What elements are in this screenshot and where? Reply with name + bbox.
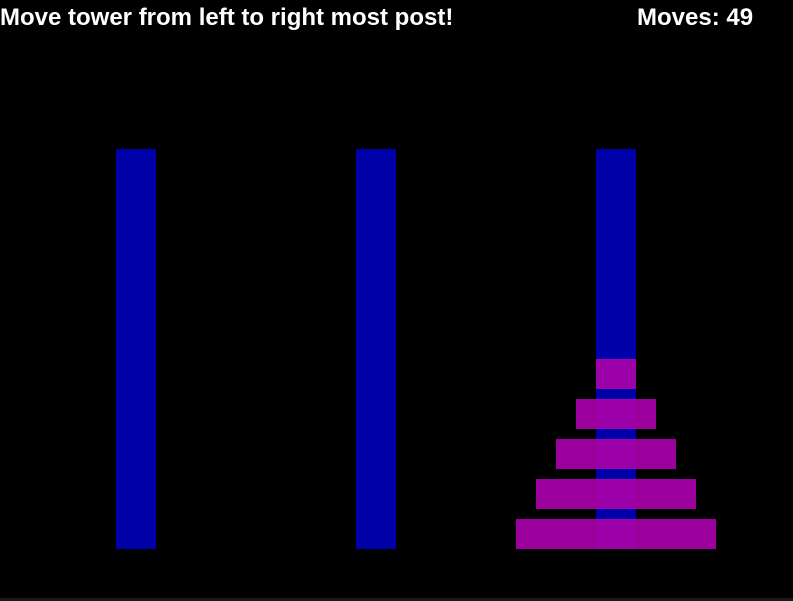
disk-size-5[interactable] — [516, 519, 716, 549]
post-left[interactable] — [116, 149, 156, 549]
bottom-border — [0, 598, 793, 601]
disk-size-3[interactable] — [556, 439, 676, 469]
disk-size-2[interactable] — [576, 399, 656, 429]
post-middle[interactable] — [356, 149, 396, 549]
instruction-text: Move tower from left to right most post! — [0, 4, 454, 31]
disk-size-1[interactable] — [596, 359, 636, 389]
moves-counter: Moves: 49 — [637, 4, 754, 31]
disk-size-4[interactable] — [536, 479, 696, 509]
